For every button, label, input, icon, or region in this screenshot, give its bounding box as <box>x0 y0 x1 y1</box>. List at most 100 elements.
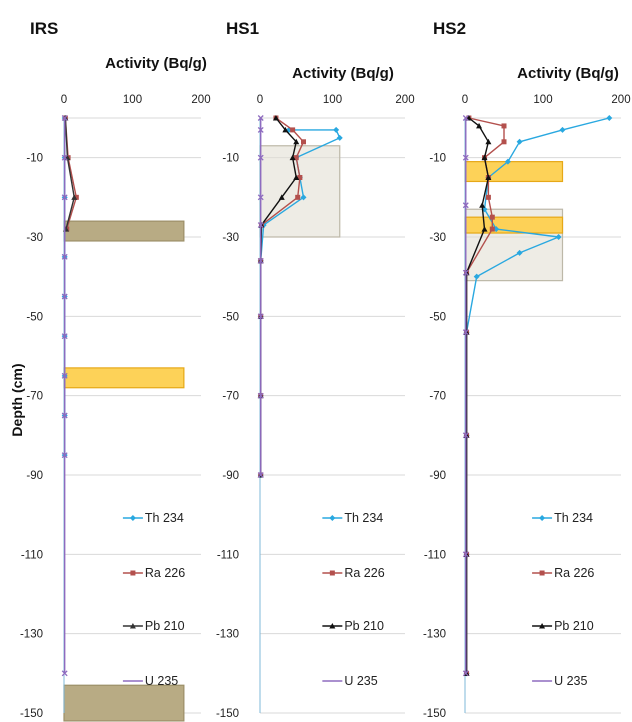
highlight-band-tan <box>63 684 185 722</box>
x-tick-label: 200 <box>191 94 210 106</box>
x-tick-label: 200 <box>395 94 414 106</box>
y-tick-label: -30 <box>429 232 446 244</box>
panel-hs2: HS2 Activity (Bq/g) -10 -30 -50 -70 -90 -110 -13… <box>423 19 631 720</box>
y-tick-label: -70 <box>429 391 446 403</box>
data-point-u-235 <box>257 194 264 201</box>
data-point-ra-226 <box>301 139 306 145</box>
panel-title-irs: IRS <box>30 19 58 38</box>
legend-label-u-235: U 235 <box>554 674 587 688</box>
x-tick-label: 100 <box>123 94 142 106</box>
data-point-u-235 <box>462 154 469 161</box>
data-point-th-234 <box>559 126 566 133</box>
x-tick-label: 100 <box>323 94 342 106</box>
y-tick-label: -150 <box>20 708 43 720</box>
data-point-u-235 <box>61 115 68 121</box>
data-point-th-234 <box>473 273 480 280</box>
y-tick-label: -90 <box>429 470 446 482</box>
y-tick-label: -70 <box>26 391 43 403</box>
legend-marker-pb-210 <box>129 623 136 629</box>
data-point-ra-226 <box>73 194 79 200</box>
highlight-band-tan <box>63 220 185 242</box>
data-point-ra-226 <box>489 226 495 232</box>
panel-title-hs2: HS2 <box>433 19 466 38</box>
data-point-th-234 <box>516 138 523 145</box>
y-tick-label: -130 <box>20 629 43 641</box>
legend-label-ra-226: Ra 226 <box>145 566 185 580</box>
data-point-th-234 <box>336 134 343 141</box>
y-tick-label: -110 <box>21 549 43 561</box>
panel-irs: IRS Activity (Bq/g) Depth (cm) -10 -30 -50 -70… <box>9 19 211 722</box>
y-tick-label: -70 <box>222 391 239 403</box>
data-point-u-235 <box>462 329 469 336</box>
highlight-band-yellow <box>464 161 564 183</box>
data-point-u-235 <box>61 412 68 419</box>
data-point-th-234 <box>606 115 613 121</box>
data-point-pb-210 <box>272 115 279 121</box>
data-point-u-235 <box>257 472 264 478</box>
legend-marker-pb-210 <box>539 623 546 629</box>
data-point-u-235 <box>462 670 469 677</box>
y-tick-label: -50 <box>26 311 43 323</box>
legend-label-pb-210: Pb 210 <box>554 619 594 633</box>
data-point-u-235 <box>257 154 264 161</box>
data-point-pb-210 <box>481 154 488 161</box>
data-point-pb-210 <box>293 138 300 145</box>
data-point-u-235 <box>462 432 469 439</box>
y-tick-label: -110 <box>424 549 446 561</box>
legend-label-th-234: Th 234 <box>344 511 383 525</box>
data-point-u-235 <box>462 202 469 209</box>
data-point-u-235 <box>462 115 469 121</box>
data-point-pb-210 <box>71 194 78 200</box>
data-point-pb-210 <box>282 126 289 133</box>
legend-label-th-234: Th 234 <box>145 511 184 525</box>
legend-marker-ra-226 <box>130 570 136 576</box>
y-tick-label: -130 <box>216 629 239 641</box>
legend-label-ra-226: Ra 226 <box>554 566 594 580</box>
y-tick-label: -50 <box>429 311 446 323</box>
data-point-u-235 <box>257 115 264 121</box>
data-point-u-235 <box>61 154 68 161</box>
data-point-u-235 <box>61 372 68 379</box>
data-point-ra-226 <box>295 194 301 200</box>
data-point-th-234 <box>555 234 562 240</box>
data-point-th-234 <box>300 194 307 201</box>
panel-hs1: HS1 Activity (Bq/g) -10 -30 -50 -70 -90 -110 -13… <box>216 19 415 720</box>
y-tick-label: -90 <box>26 470 43 482</box>
legend-label-u-235: U 235 <box>145 674 178 688</box>
data-point-pb-210 <box>293 174 300 180</box>
y-tick-label: -130 <box>423 629 446 641</box>
legend-label-ra-226: Ra 226 <box>344 566 384 580</box>
data-point-th-234 <box>333 126 340 133</box>
data-point-u-235 <box>462 551 469 558</box>
legend-marker-ra-226 <box>329 570 335 576</box>
y-tick-label: -10 <box>26 153 43 165</box>
data-point-u-235 <box>61 253 68 260</box>
legend-label-u-235: U 235 <box>344 674 377 688</box>
x-tick-label: 0 <box>61 94 67 106</box>
data-point-ra-226 <box>501 123 507 129</box>
legend-marker-ra-226 <box>539 570 545 576</box>
data-point-u-235 <box>61 194 68 201</box>
series-line-pb-210 <box>64 117 75 230</box>
x-tick-label: 200 <box>611 94 630 106</box>
legend-label-th-234: Th 234 <box>554 511 593 525</box>
y-tick-label: -10 <box>222 153 239 165</box>
data-point-u-235 <box>257 257 264 264</box>
data-point-pb-210 <box>278 194 285 200</box>
y-tick-label: -30 <box>26 232 43 244</box>
y-tick-label: -10 <box>429 153 446 165</box>
data-point-pb-210 <box>479 202 486 208</box>
x-tick-label: 0 <box>462 94 468 106</box>
data-point-u-235 <box>61 293 68 300</box>
legend-label-pb-210: Pb 210 <box>344 619 384 633</box>
data-point-u-235 <box>61 670 68 677</box>
data-point-u-235 <box>61 333 68 340</box>
data-point-ra-226 <box>290 127 296 133</box>
x-tick-label: 100 <box>533 94 552 106</box>
legend-marker-pb-210 <box>329 623 336 629</box>
data-point-ra-226 <box>489 214 495 220</box>
data-point-u-235 <box>257 392 264 399</box>
panel-title-hs1: HS1 <box>226 19 259 38</box>
x-axis-label-irs: Activity (Bq/g) <box>105 55 207 72</box>
